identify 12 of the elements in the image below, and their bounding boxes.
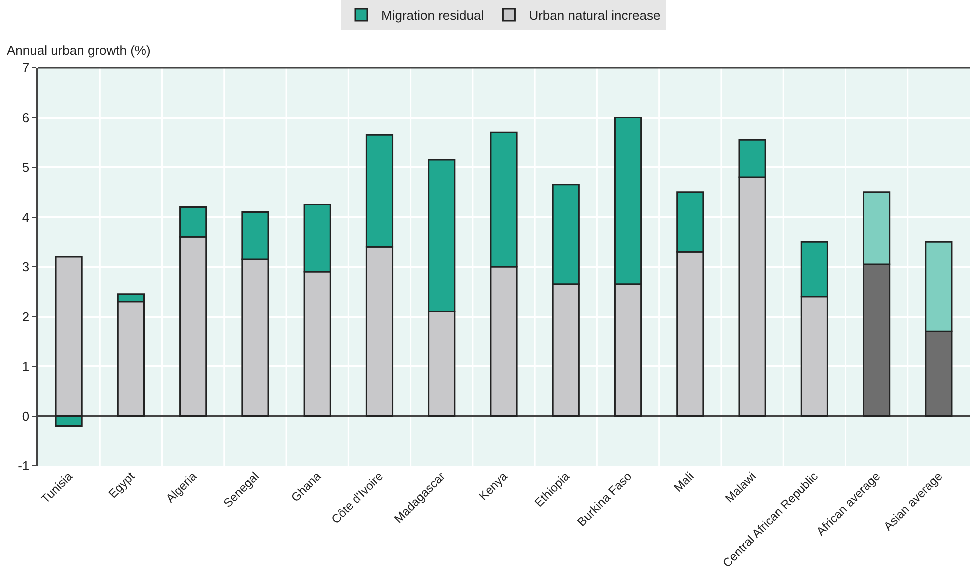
y-tick-label: 0 <box>22 408 30 424</box>
y-tick-label: 5 <box>22 160 30 176</box>
y-tick-label: 3 <box>22 260 30 275</box>
y-tick-label: 7 <box>22 60 30 76</box>
y-tick-label: 2 <box>22 309 30 324</box>
legend-label: Urban natural increase <box>529 8 661 24</box>
y-axis-title: Annual urban growth (%) <box>7 43 151 58</box>
y-tick-label: 6 <box>22 110 30 126</box>
y-tick-label: 4 <box>22 210 30 225</box>
y-tick-label: 1 <box>22 359 30 374</box>
y-tick-label: -1 <box>18 458 30 474</box>
legend-label: Migration residual <box>382 8 484 24</box>
